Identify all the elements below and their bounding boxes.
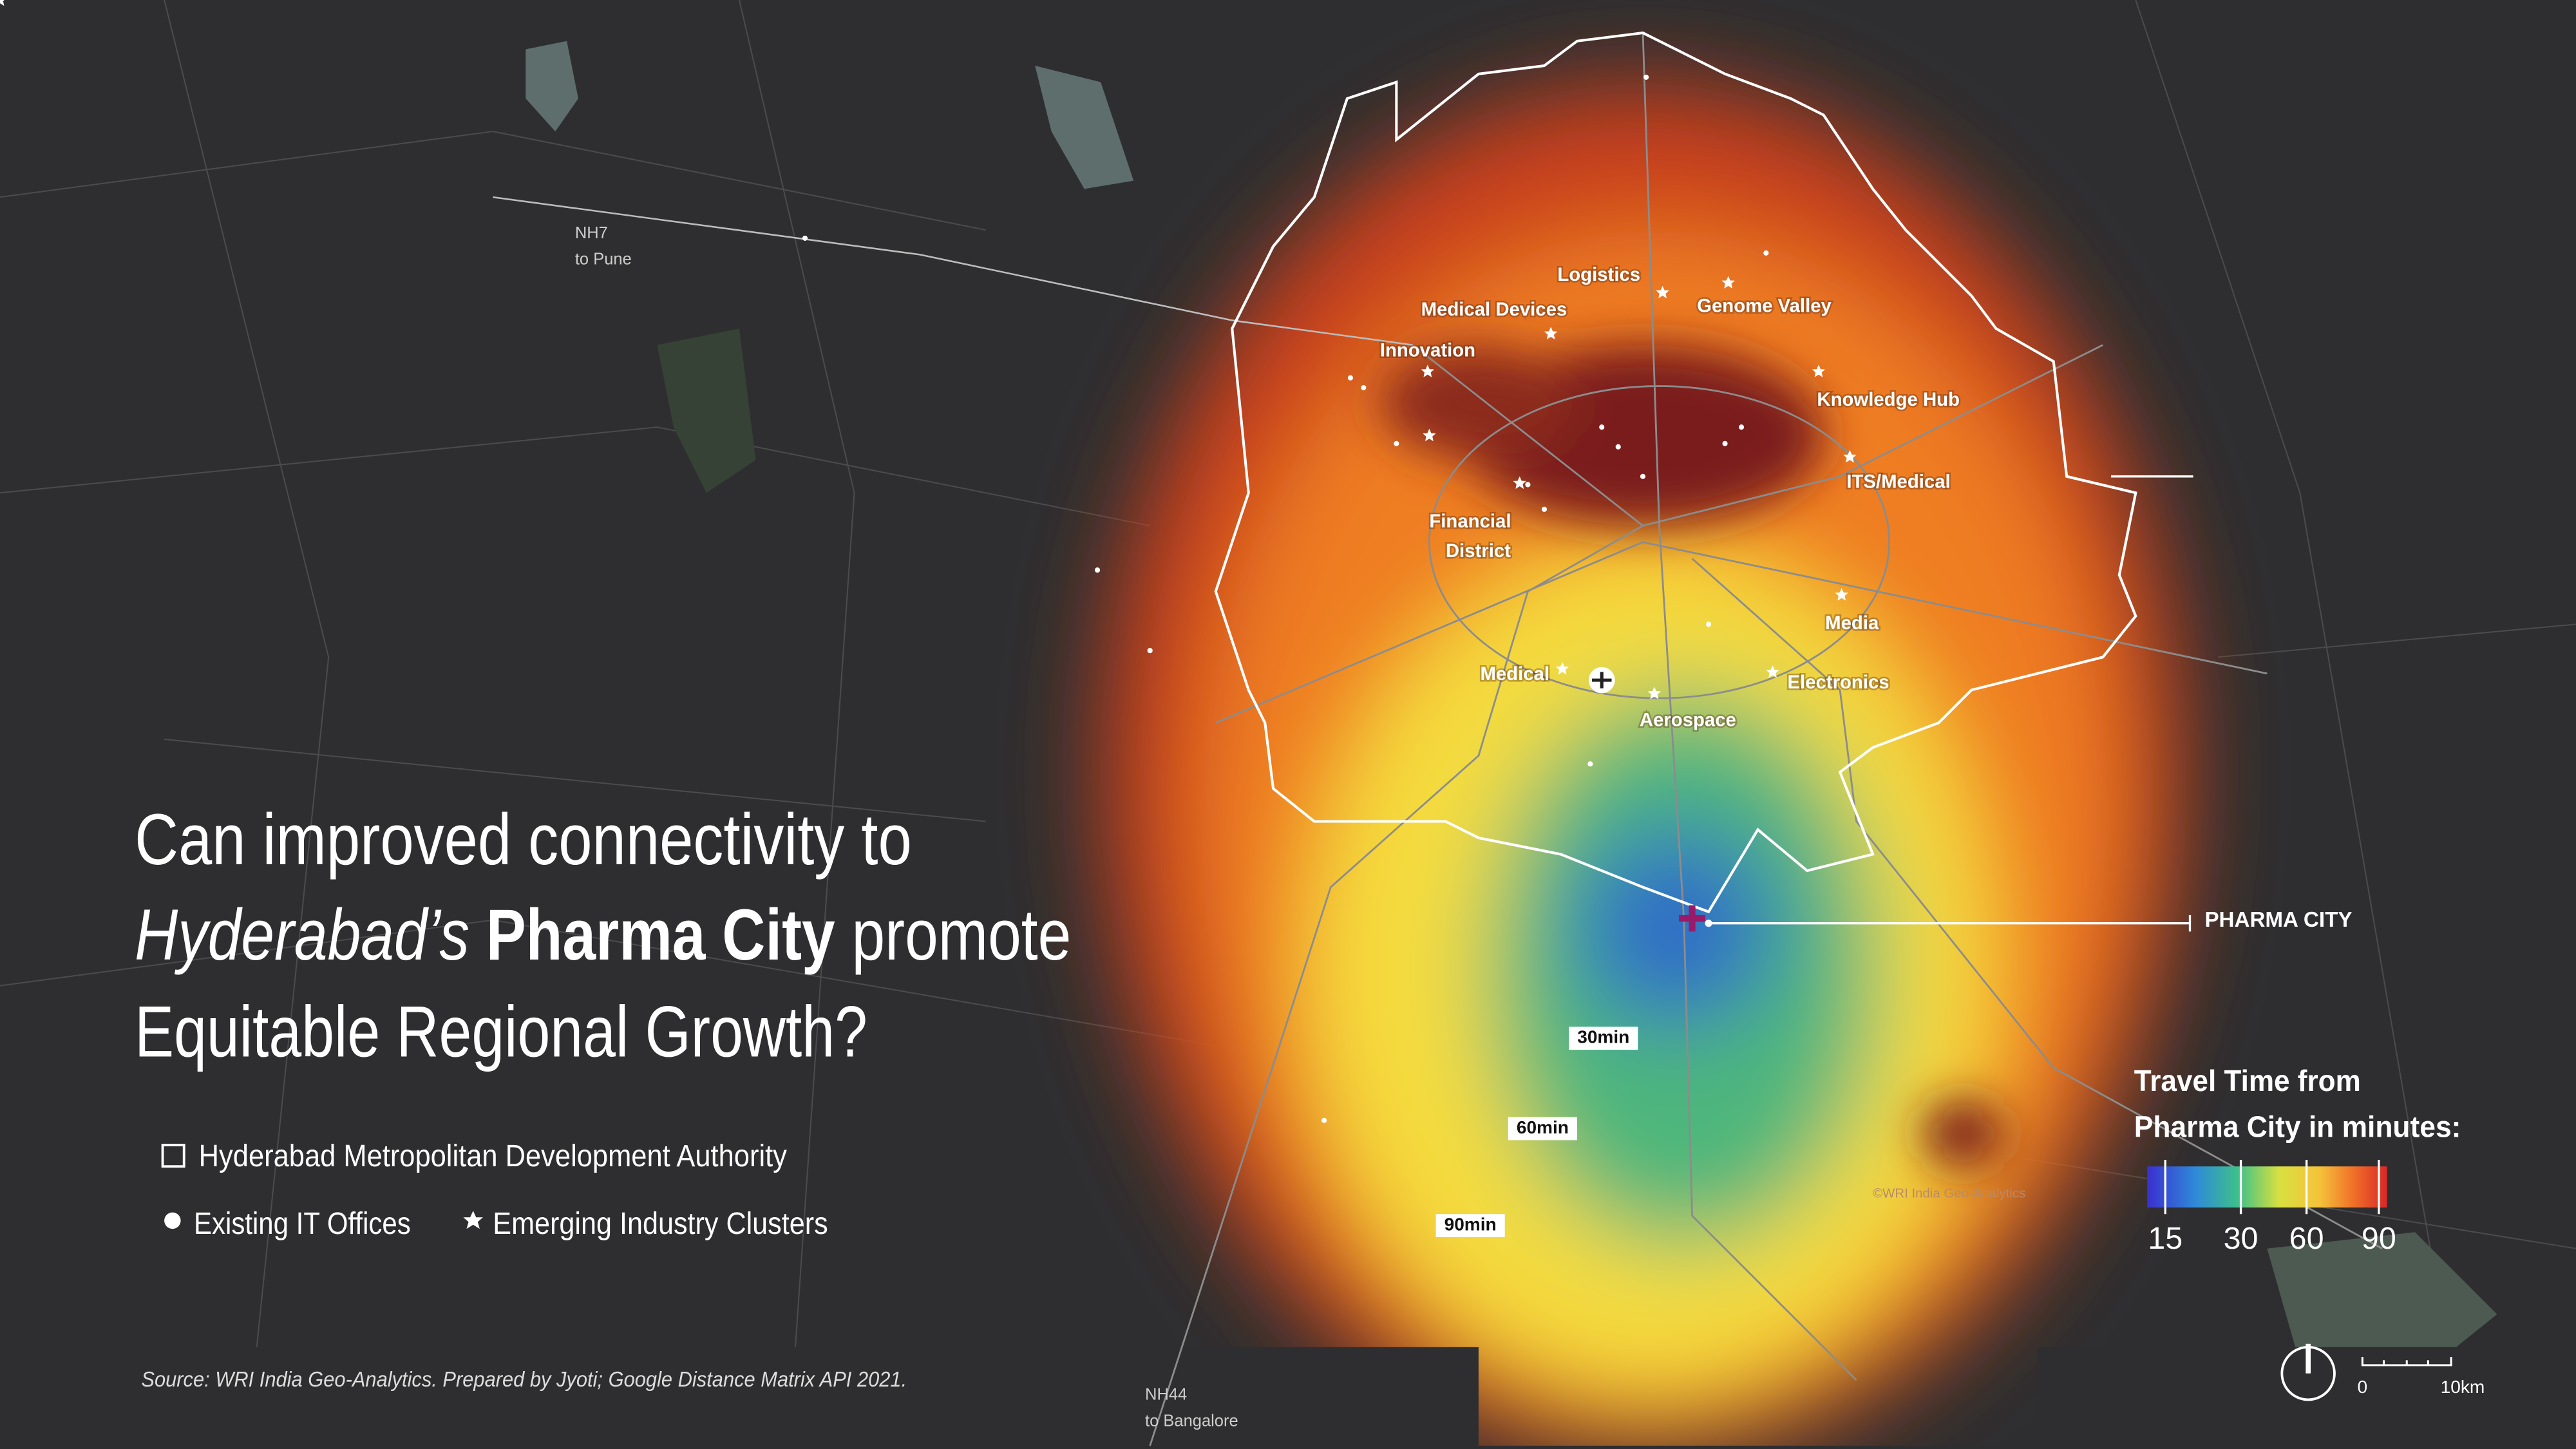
cluster-label: Genome Valley xyxy=(1697,296,1832,317)
road-name: NH44 xyxy=(1145,1385,1187,1403)
leader-dot xyxy=(1705,920,1712,927)
title-line: Can improved connectivity to xyxy=(135,799,912,880)
travel-time-label: 60min xyxy=(1517,1117,1569,1137)
cluster-label: Financial xyxy=(1429,511,1511,532)
travel-time-label: 90min xyxy=(1444,1214,1497,1234)
cluster-label: Medical Devices xyxy=(1421,299,1567,320)
legend-boundary-icon xyxy=(161,1144,185,1168)
legend-star xyxy=(463,1211,483,1229)
colorbar: Travel Time from Pharma City in minutes:… xyxy=(2134,1064,2461,1256)
cluster-label: District xyxy=(1446,540,1511,562)
title-line: Hyderabad’s Pharma City promote xyxy=(135,894,1071,975)
cluster-labels: Logistics Medical Devices Genome Valley … xyxy=(1378,263,1961,732)
colorbar-title: Travel Time from xyxy=(2134,1064,2361,1097)
scale-label: 0 xyxy=(2358,1377,2368,1397)
legend-label: Emerging Industry Clusters xyxy=(493,1206,828,1241)
scale-label: 10km xyxy=(2441,1377,2485,1397)
cluster-label: Electronics xyxy=(1787,672,1889,693)
title: Can improved connectivity to Hyderabad’s… xyxy=(135,799,1071,1072)
label-box xyxy=(1508,1117,1577,1141)
cluster-label: Logistics xyxy=(1557,264,1640,285)
it-offices xyxy=(802,74,1769,1123)
title-italic: Hyderabad’s xyxy=(135,894,469,975)
travel-time-label: 30min xyxy=(1577,1027,1629,1047)
cluster-label: Medical xyxy=(1480,663,1549,685)
source-note: Source: WRI India Geo-Analytics. Prepare… xyxy=(141,1368,907,1392)
credit: ©WRI India Geo-Analytics xyxy=(1873,1187,2025,1201)
legend: Hyderabad Metropolitan Development Autho… xyxy=(0,0,828,1241)
cluster-label: Innovation xyxy=(1380,340,1475,361)
colorbar-tick-label: 15 xyxy=(2148,1221,2183,1256)
road-name: NH7 xyxy=(575,224,608,242)
colorbar-tick-label: 90 xyxy=(2362,1221,2396,1256)
legend-dot-icon xyxy=(164,1212,181,1229)
road-destination: to Bangalore xyxy=(1145,1412,1238,1430)
cluster-label: Knowledge Hub xyxy=(1817,389,1960,410)
title-line: Equitable Regional Growth? xyxy=(135,990,867,1072)
cluster-label: Aerospace xyxy=(1640,710,1736,731)
cluster-label: ITS/Medical xyxy=(1846,471,1950,493)
cluster-label: Media xyxy=(1825,612,1879,634)
colorbar-tick-label: 30 xyxy=(2224,1221,2259,1256)
colorbar-title: Pharma City in minutes: xyxy=(2134,1110,2461,1143)
hmda-boundary xyxy=(1214,31,2137,914)
label-box xyxy=(1435,1214,1505,1237)
label-box xyxy=(1569,1027,1638,1050)
travel-time-labels: 30min 60min 90min xyxy=(1435,1027,1638,1237)
colorbar-tick-label: 60 xyxy=(2289,1221,2324,1256)
title-bold: Pharma City xyxy=(486,894,835,975)
destination-label: PHARMA CITY xyxy=(2204,908,2352,932)
pharma-city-marker xyxy=(1679,905,1705,932)
colorbar-ticks xyxy=(2164,1160,2380,1215)
airport-plane xyxy=(1591,672,1612,688)
legend-label: Existing IT Offices xyxy=(194,1206,411,1241)
title-text: promote xyxy=(852,894,1072,975)
legend-label: Hyderabad Metropolitan Development Autho… xyxy=(199,1139,788,1173)
scale-bar xyxy=(2361,1357,2452,1367)
colorbar-ramp xyxy=(2147,1166,2387,1208)
road-destination: to Pune xyxy=(575,251,632,269)
